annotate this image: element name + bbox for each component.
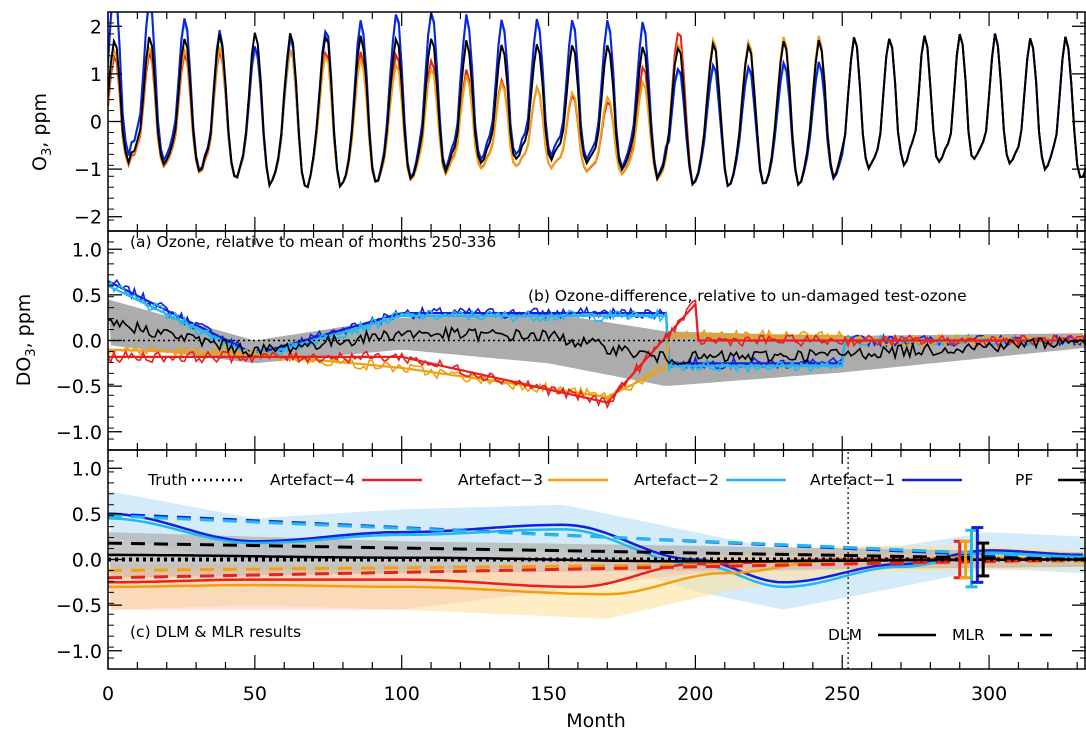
panel-a-frame [107, 11, 1086, 232]
panel-a-ozone [108, 12, 1086, 189]
legend-label-artefact-2: Artefact−2 [634, 471, 719, 489]
legend-label-mlr: MLR [952, 626, 985, 644]
panel-a-ytick-label: 1 [90, 64, 102, 86]
panel-c-ytick-label: 0.5 [72, 504, 102, 526]
legend-label-pf: PF [1015, 471, 1033, 489]
legend-label-artefact-1: Artefact−1 [810, 471, 895, 489]
error-bar-artefact-2 [965, 528, 978, 589]
panel-a-ytick-label: 0 [90, 112, 102, 134]
panel-c-band-band [108, 532, 1086, 578]
x-tick-label: 150 [530, 683, 566, 705]
panel-b-annotation: (b) Ozone-difference, relative to un-dam… [528, 287, 967, 305]
x-tick-label: 0 [102, 683, 114, 705]
panel-a-ytick-label: 2 [90, 16, 102, 38]
panel-b-series-artefact-4-trend [108, 301, 1086, 404]
panel-c-dlm-mlr-results [108, 452, 1086, 669]
panel-a-series-artefact-3 [108, 33, 1086, 189]
legend-label-artefact-3: Artefact−3 [458, 471, 543, 489]
legend-label-truth: Truth [147, 471, 187, 489]
panel-c-ytick-label: 0.0 [72, 550, 102, 572]
x-axis-title: Month [566, 710, 626, 732]
x-tick-label: 250 [824, 683, 860, 705]
x-tick-label: 200 [677, 683, 713, 705]
panel-b-ylabel: DO3, ppm [13, 294, 39, 387]
error-bar-pf [977, 541, 990, 578]
panel-c-mlr-artefact-2 [108, 514, 1086, 560]
legend-label-dlm: DLM [828, 626, 862, 644]
x-tick-label: 50 [243, 683, 267, 705]
x-tick-label: 100 [384, 683, 420, 705]
panel-c-annotation: (c) DLM & MLR results [130, 623, 301, 641]
panel-c-mlr-pf [108, 541, 1086, 561]
panel-c-ytick-label: −1.0 [56, 641, 102, 663]
panel-b-ozone-difference [108, 278, 1086, 410]
error-bar-artefact-3 [959, 539, 972, 580]
panel-a-annotation: (a) Ozone, relative to mean of months 25… [130, 233, 496, 251]
panel-b-ytick-label: −1.0 [56, 422, 102, 444]
panel-a-series-artefact-4 [108, 31, 1086, 189]
x-tick-label: 300 [971, 683, 1007, 705]
panel-c-mlr-artefact-4 [108, 558, 1086, 580]
panel-b-ytick-label: 0.0 [72, 331, 102, 353]
panel-a-series-pf [108, 32, 1086, 189]
panel-c-ytick-label: −0.5 [56, 595, 102, 617]
panel-b-ytick-label: 1.0 [72, 239, 102, 261]
panel-b-ytick-label: 0.5 [72, 285, 102, 307]
panel-c-band-artefact-4 [108, 554, 1086, 610]
axes-frames: −2 −1 0 1 2 −1.0 −0.5 0.0 0.5 1.0 −1.0 −0.5 0.0 0.5 1.… [56, 11, 1086, 705]
panel-b-ytick-label: −0.5 [56, 376, 102, 398]
panel-a-ylabel: O3, ppm [29, 93, 55, 171]
panel-c-ytick-label: 1.0 [72, 458, 102, 480]
panel-b-series-pf-noisy [108, 318, 1086, 366]
panel-c-dlm-artefact-2 [108, 517, 1084, 589]
legend-label-artefact-4: Artefact−4 [270, 471, 355, 489]
panel-a-ytick-label: −1 [74, 159, 102, 181]
panel-c-legend: Truth Artefact−4 Artefact−3 Artefact−2 Artef… [147, 471, 1086, 644]
panel-a-ytick-label: −2 [74, 207, 102, 229]
error-bar-artefact-1 [971, 526, 984, 584]
